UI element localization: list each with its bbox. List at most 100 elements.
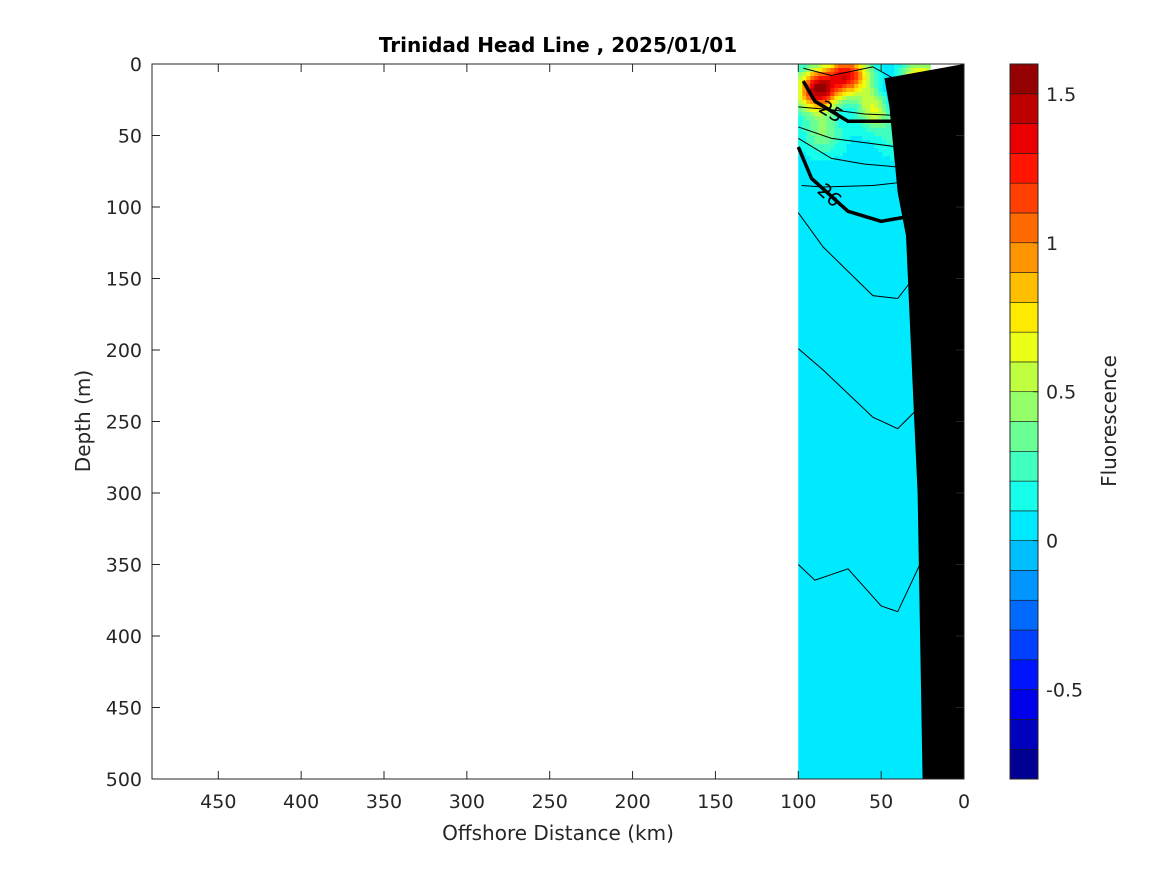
- field-cell: [842, 84, 847, 89]
- field-cell: [862, 136, 867, 141]
- field-cell: [874, 116, 879, 121]
- x-tick-label: 450: [200, 791, 236, 813]
- x-tick-label: 50: [869, 791, 893, 813]
- field-cell: [826, 88, 831, 93]
- field-cell: [802, 148, 807, 153]
- field-cell: [818, 96, 823, 101]
- field-cell: [810, 84, 815, 89]
- colorbar-swatch: [1009, 123, 1039, 154]
- field-cell: [858, 72, 863, 77]
- field-cell: [854, 116, 859, 121]
- field-cell: [846, 72, 851, 77]
- field-cell: [846, 128, 851, 133]
- field-cell: [802, 92, 807, 97]
- field-cell: [798, 128, 803, 133]
- field-cell: [818, 80, 823, 85]
- field-cell: [874, 64, 879, 69]
- field-cell: [874, 148, 879, 153]
- field-cell: [810, 100, 815, 105]
- y-tick-label: 450: [106, 698, 142, 720]
- field-cell: [862, 64, 867, 69]
- field-cell: [810, 120, 815, 125]
- colorbar-swatch: [1009, 331, 1039, 363]
- field-cell: [882, 116, 887, 121]
- field-cell: [874, 128, 879, 133]
- field-cell: [898, 72, 903, 77]
- field-cell: [822, 76, 827, 81]
- field-cell: [826, 136, 831, 141]
- y-tick-label: 350: [106, 555, 142, 577]
- field-cell: [806, 120, 811, 125]
- field-cell: [814, 88, 819, 93]
- field-cell: [826, 64, 831, 69]
- field-cell: [874, 132, 879, 137]
- field-cell: [798, 64, 803, 69]
- field-cell: [822, 80, 827, 85]
- field-cell: [870, 140, 875, 145]
- field-cell: [806, 104, 811, 109]
- field-cell: [830, 72, 835, 77]
- field-cell: [858, 68, 863, 73]
- field-cell: [826, 152, 831, 157]
- field-cell: [822, 148, 827, 153]
- y-tick-label: 300: [106, 483, 142, 505]
- field-cell: [826, 144, 831, 149]
- field-cell: [910, 64, 915, 69]
- field-cell: [834, 128, 839, 133]
- field-cell: [806, 136, 811, 141]
- field-cell: [866, 72, 871, 77]
- field-cell: [798, 100, 803, 105]
- field-cell: [826, 124, 831, 129]
- field-cell: [830, 88, 835, 93]
- field-cell: [822, 64, 827, 69]
- bathymetry: [884, 64, 964, 779]
- colorbar-swatch: [1009, 570, 1039, 601]
- field-cell: [810, 140, 815, 145]
- field-cell: [802, 124, 807, 129]
- field-cell: [882, 124, 887, 129]
- field-cell: [850, 128, 855, 133]
- field-cell: [858, 76, 863, 81]
- field-cell: [806, 64, 811, 69]
- field-cell: [814, 156, 819, 161]
- field-cell: [806, 140, 811, 145]
- field-cell: [886, 152, 891, 157]
- field-cell: [814, 108, 819, 113]
- field-cell: [834, 80, 839, 85]
- field-cell: [870, 144, 875, 149]
- field-cell: [814, 112, 819, 117]
- colorbar-swatch: [1009, 361, 1039, 393]
- field-cell: [826, 156, 831, 161]
- field-cell: [870, 84, 875, 89]
- field-cell: [878, 80, 883, 85]
- field-cell: [886, 136, 891, 141]
- field-cell: [830, 100, 835, 105]
- field-cell: [882, 108, 887, 113]
- field-cell: [922, 64, 927, 69]
- field-cell: [806, 152, 811, 157]
- field-cell: [866, 132, 871, 137]
- field-cell: [850, 124, 855, 129]
- field-cell: [866, 64, 871, 69]
- field-cell: [882, 92, 887, 97]
- field-cell: [886, 128, 891, 133]
- field-cell: [870, 80, 875, 85]
- field-cell: [822, 156, 827, 161]
- field-cell: [802, 88, 807, 93]
- field-cell: [850, 136, 855, 141]
- field-cell: [810, 88, 815, 93]
- field-cell: [802, 96, 807, 101]
- field-cell: [814, 144, 819, 149]
- field-cell: [806, 156, 811, 161]
- field-cell: [866, 108, 871, 113]
- field-cell: [838, 64, 843, 69]
- field-cell: [846, 96, 851, 101]
- field-cell: [826, 112, 831, 117]
- colorbar-swatch: [1009, 659, 1039, 690]
- field-cell: [850, 116, 855, 121]
- field-cell: [878, 96, 883, 101]
- field-cell: [862, 80, 867, 85]
- field-cell: [814, 124, 819, 129]
- field-cell: [870, 104, 875, 109]
